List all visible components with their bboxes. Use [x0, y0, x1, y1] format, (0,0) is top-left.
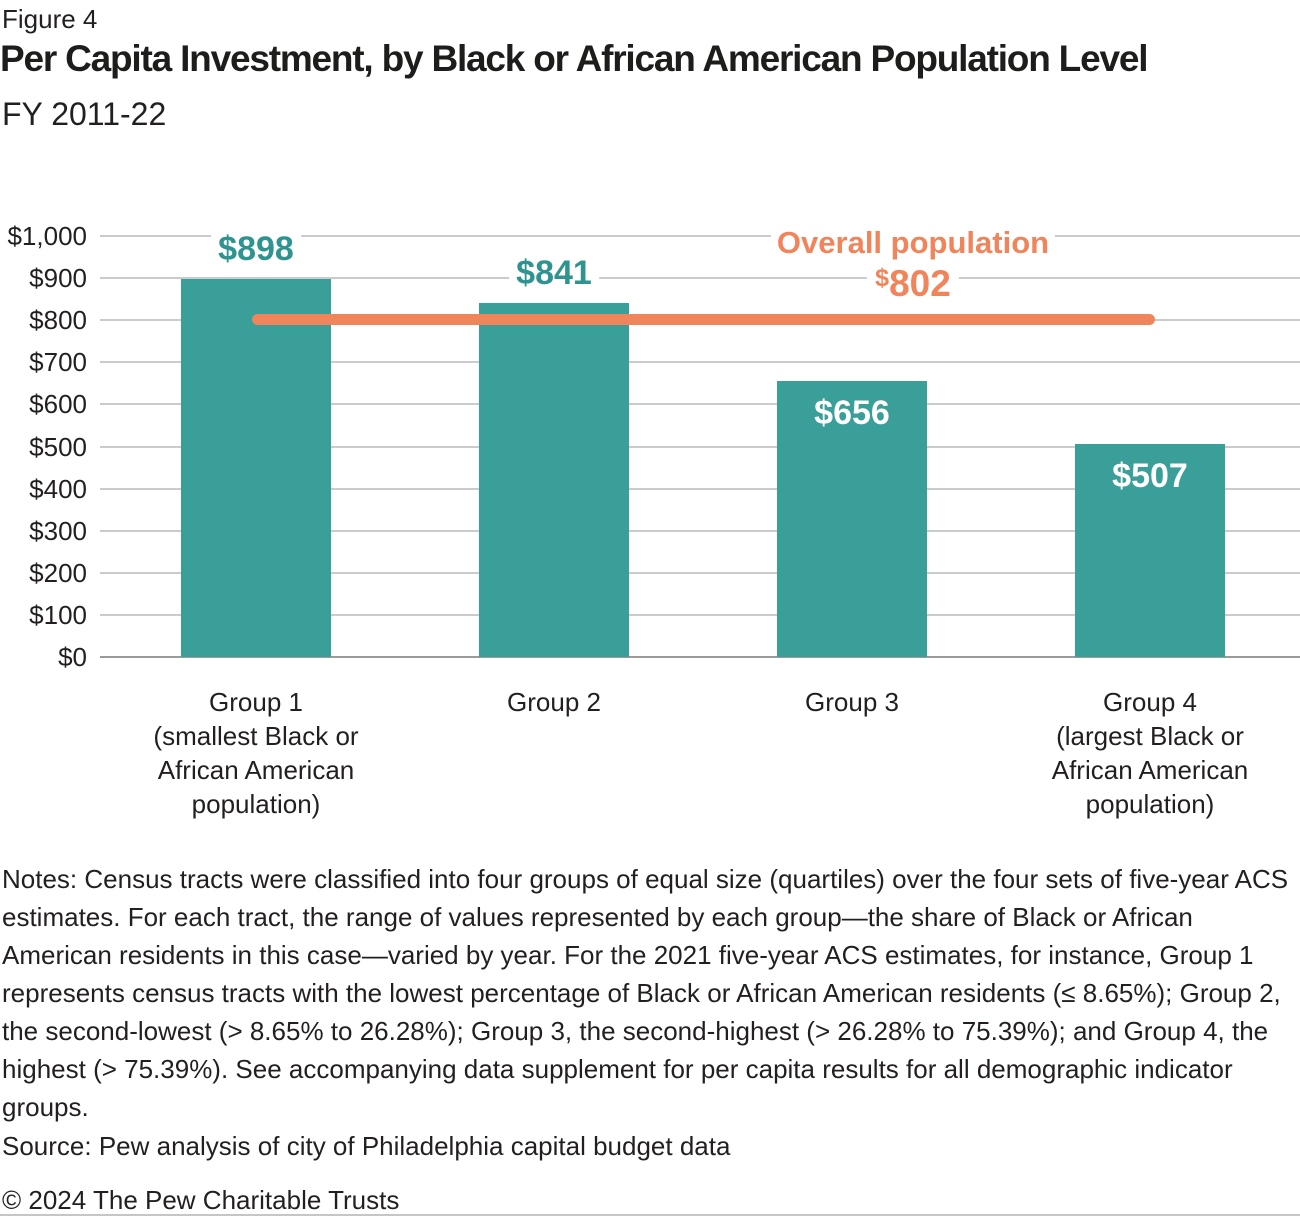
y-tick-label: $700: [29, 347, 87, 378]
gridline-400: [100, 487, 1300, 490]
chart-subtitle: FY 2011-22: [2, 96, 167, 132]
chart-source: Source: Pew analysis of city of Philadel…: [2, 1131, 731, 1161]
bar-value-label-3: $656: [814, 393, 890, 432]
overall-population-line: [252, 313, 1155, 325]
y-tick-label: $800: [29, 305, 87, 336]
gridline-300: [100, 529, 1300, 532]
figure-number: Figure 4: [2, 4, 98, 34]
gridline-700: [100, 361, 1300, 364]
x-axis-label-group-2: Group 2: [507, 687, 601, 717]
y-tick-label: $1,000: [7, 221, 87, 251]
bottom-divider: [0, 1214, 1300, 1216]
x-axis-label-group-4: Group 4 (largest Black or African American…: [1051, 687, 1249, 819]
bar-group-3: [777, 380, 927, 657]
gridline-1000: [100, 235, 1300, 237]
overall-population-value: $802: [867, 260, 959, 302]
bar-value-label-2: $841: [509, 255, 599, 290]
x-axis-label-group-1: Group 1 (smallest Black or African America…: [153, 687, 359, 819]
x-axis-label-group-3: Group 3: [805, 687, 899, 717]
copyright-line: © 2024 The Pew Charitable Trusts: [2, 1185, 400, 1215]
y-tick-label: $500: [29, 431, 87, 462]
gridline-900: [100, 277, 1300, 280]
bar-group-4: [1075, 443, 1225, 657]
y-tick-label: $300: [29, 515, 87, 546]
overall-population-text: Overall population: [770, 226, 1056, 259]
y-tick-label: $600: [29, 389, 87, 420]
chart-notes: Notes: Census tracts were classified int…: [2, 864, 1289, 1122]
gridline-200: [100, 571, 1300, 574]
bar-group-1: [181, 278, 331, 657]
bar-chart: $0 $100 $200 $300 $400 $500 $600 $700 $800 $900 $1…: [0, 221, 1300, 825]
gridline-100: [100, 613, 1300, 616]
x-axis-line: [100, 656, 1300, 658]
y-tick-label: $400: [29, 473, 87, 504]
y-tick-label: $900: [29, 263, 87, 294]
y-tick-label: $0: [58, 642, 87, 672]
bar-value-label-4: $507: [1112, 456, 1188, 495]
y-tick-label: $200: [29, 557, 87, 588]
y-tick-label: $100: [29, 599, 87, 630]
chart-title: Per Capita Investment, by Black or Afric…: [0, 38, 1148, 79]
overall-population-label: Overall population $802: [770, 226, 1056, 302]
bar-group-2: [479, 302, 629, 657]
gridline-500: [100, 445, 1300, 448]
bar-value-label-1: $898: [211, 231, 301, 266]
gridline-600: [100, 403, 1300, 406]
